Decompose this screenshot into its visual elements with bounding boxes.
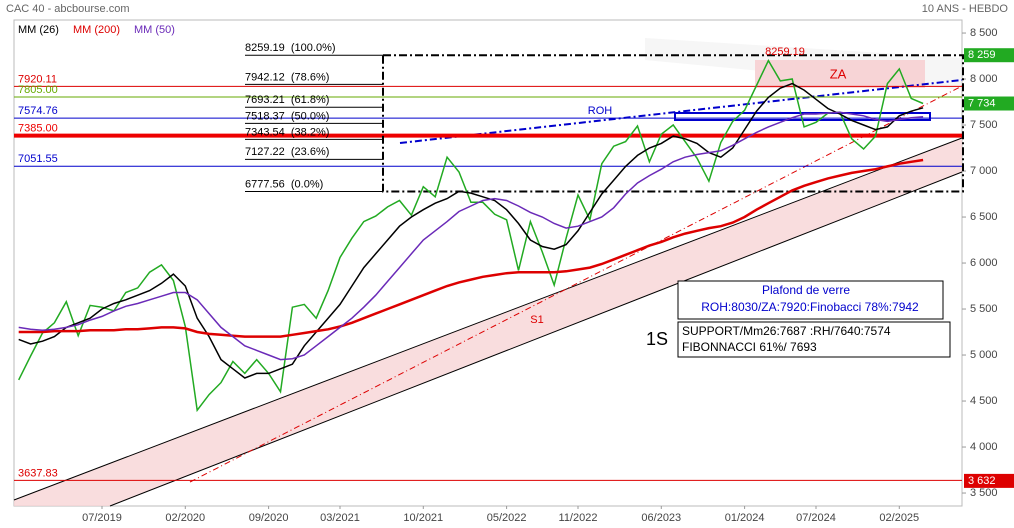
- price-tag: [964, 96, 1014, 111]
- annotation: 8259.19: [765, 46, 805, 58]
- annotation: ZA: [830, 66, 847, 81]
- legend-entry: MM (50): [134, 24, 175, 36]
- price-tag: [964, 473, 1014, 488]
- ma-line: [18, 111, 924, 361]
- x-tick-label: 02/2025: [879, 512, 919, 524]
- fib-label: 7693.21 (61.8%): [245, 94, 329, 106]
- price-tag-label: 8 259: [968, 49, 996, 61]
- price-tag: [964, 48, 1014, 63]
- level-label: 3637.83: [18, 467, 58, 479]
- level-label: 7920.11: [18, 73, 57, 85]
- annotation: 1S: [646, 329, 668, 349]
- level-label: 7385.00: [18, 123, 58, 135]
- ma-line: [18, 158, 924, 338]
- fib-label: 7942.12 (78.6%): [245, 71, 329, 83]
- x-tick-label: 02/2020: [165, 512, 205, 524]
- price-line: [18, 59, 924, 413]
- y-tick-label: 6 500: [970, 211, 998, 223]
- note-title: Plafond de verre: [762, 283, 850, 297]
- price-tag-label: 7 734: [968, 97, 996, 109]
- header-left: CAC 40 - abcbourse.com: [6, 3, 130, 15]
- y-tick-label: 3 500: [970, 487, 998, 499]
- ma-line: [18, 82, 924, 379]
- note-box: [677, 280, 944, 320]
- annotation: ROH: [588, 105, 613, 117]
- x-tick-label: 01/2024: [725, 512, 765, 524]
- fib-label: 6777.56 (0.0%): [245, 178, 323, 190]
- y-tick-label: 4 000: [970, 441, 998, 453]
- annotation: S1: [530, 314, 543, 326]
- x-tick-label: 05/2022: [487, 512, 527, 524]
- x-tick-label: 06/2023: [641, 512, 681, 524]
- fib-label: 8259.19 (100.0%): [245, 42, 336, 54]
- y-tick-label: 8 500: [970, 27, 998, 39]
- price-tag-label: 3 632: [968, 475, 996, 487]
- roh-line: [399, 79, 963, 144]
- za-zone: [755, 60, 925, 88]
- y-tick-label: 7 000: [970, 165, 998, 177]
- level-label: 7574.76: [18, 105, 58, 117]
- x-tick-label: 09/2020: [249, 512, 289, 524]
- x-tick-label: 03/2021: [320, 512, 360, 524]
- note-box: [677, 321, 951, 358]
- note-text: FIBONNACCI 61%/ 7693: [682, 340, 817, 354]
- y-tick-label: 7 500: [970, 119, 998, 131]
- channel-fill: [14, 138, 962, 506]
- y-tick-label: 6 000: [970, 257, 998, 269]
- note-text: SUPPORT/Mm26:7687 :RH/7640:7574: [682, 324, 891, 338]
- fib-label: 7343.54 (38.2%): [245, 126, 329, 138]
- legend-entry: MM (200): [73, 24, 120, 36]
- x-tick-label: 11/2022: [559, 512, 598, 524]
- trend-dashdot: [189, 85, 963, 483]
- legend-entry: MM (26): [18, 24, 59, 36]
- level-label: 7051.55: [18, 153, 58, 165]
- layer: 3 500 4 000 4 500 5 000 5 500 6 000 6 500 7 000…: [14, 24, 1014, 524]
- level-label: 7805.00: [18, 84, 58, 96]
- y-tick-label: 5 500: [970, 303, 998, 315]
- y-tick-label: 5 000: [970, 349, 998, 361]
- fib-label: 7127.22 (23.6%): [245, 146, 329, 158]
- fib-label: 7518.37 (50.0%): [245, 110, 329, 122]
- note-text: ROH:8030/ZA:7920:Finobacci 78%:7942: [701, 300, 919, 314]
- x-tick-label: 07/2019: [82, 512, 122, 524]
- y-tick-label: 4 500: [970, 395, 998, 407]
- header-right: 10 ANS - HEBDO: [922, 3, 1009, 15]
- channel-upper: [13, 137, 963, 501]
- x-tick-label: 07/2024: [796, 512, 836, 524]
- x-tick-label: 10/2021: [403, 512, 443, 524]
- y-tick-label: 8 000: [970, 73, 998, 85]
